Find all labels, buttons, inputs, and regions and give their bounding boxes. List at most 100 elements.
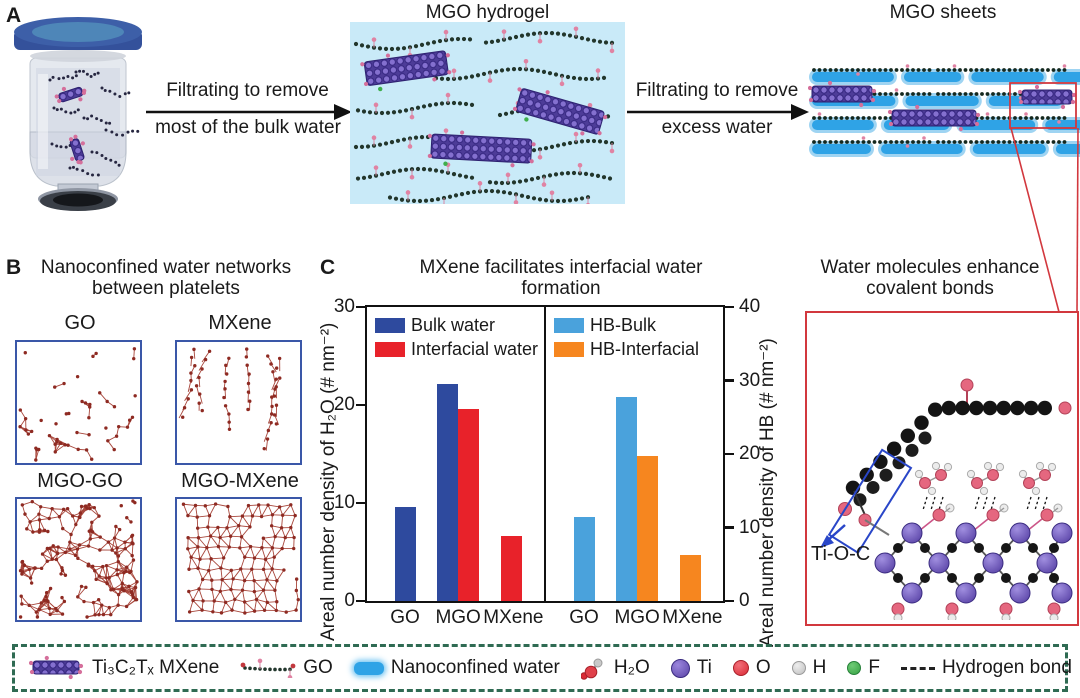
bar <box>458 408 480 601</box>
arrow1-text-line2: most of the bulk water <box>155 117 341 138</box>
x-category-label: GO <box>390 607 420 628</box>
mgo-sheets-illustration <box>808 64 1080 157</box>
arrow1-text-line1: Filtrating to remove <box>166 80 329 101</box>
sheets-title: MGO sheets <box>889 2 997 23</box>
bar <box>679 554 701 601</box>
bar <box>500 536 522 601</box>
axis-tick <box>356 305 365 309</box>
x-category-label: MXene <box>662 607 723 628</box>
axis-tick-label: 0 <box>344 590 355 611</box>
net-label-mgo-go: MGO-GO <box>37 470 123 492</box>
axis-tick <box>725 305 734 309</box>
zoom-callout-lines <box>1010 127 1079 313</box>
panel-a-label: A <box>6 4 22 27</box>
hb-bulk-label: HB-Bulk <box>590 315 657 335</box>
h-label: H <box>812 657 827 678</box>
axis-tick-label: 20 <box>739 443 761 464</box>
axis-tick <box>356 501 365 505</box>
axis-tick <box>356 403 365 407</box>
net-label-go: GO <box>64 312 96 334</box>
bar <box>637 456 659 601</box>
legend-item-mxene: Ti₃C₂Tₓ MXene <box>29 655 219 681</box>
axis-tick-label: 30 <box>333 296 355 317</box>
hb-bulk-swatch <box>554 318 584 333</box>
interfacial-water-swatch <box>375 342 405 357</box>
bar <box>616 396 638 601</box>
legend-row-hb-bulk: HB-Bulk <box>554 315 699 336</box>
nanoconfined-water-label: Nanoconfined water <box>390 657 560 678</box>
go-chain-icon <box>240 658 296 678</box>
axis-tick-label: 10 <box>739 516 761 538</box>
panel-d-title: Water molecules enhance covalent bonds <box>790 257 1070 299</box>
hydrogen-bond-label: Hydrogen bond <box>941 657 1072 678</box>
net-box-mgo-mxene <box>175 497 302 622</box>
o-label: O <box>755 657 771 678</box>
chart-title-line1: MXene facilitates interfacial water <box>419 257 703 278</box>
bar <box>437 384 459 601</box>
x-category-label: MGO <box>614 607 660 628</box>
ti-label: Ti <box>696 657 712 678</box>
axis-tick-label: 30 <box>739 369 761 391</box>
chart-legend-left: Bulk water Interfacial water <box>375 315 538 363</box>
covalent-bond-callout-box: Ti-O-C <box>805 311 1079 626</box>
sample-vial-illustration <box>14 17 142 211</box>
mxene-platelet-icon <box>29 655 84 680</box>
axis-tick-label: 40 <box>739 296 761 317</box>
panel-d-title-line1: Water molecules enhance <box>820 257 1040 278</box>
axis-tick <box>725 599 734 603</box>
ti-o-c-molecular-model <box>820 378 1073 623</box>
panel-c-label: C <box>320 256 336 279</box>
hydrogel-title: MGO hydrogel <box>425 2 550 23</box>
legend-item-go: GO <box>240 657 333 679</box>
net-label-mgo-mxene: MGO-MXene <box>181 470 299 492</box>
net-box-mgo-go <box>15 497 142 622</box>
arrow-filtrate-2 <box>627 104 809 120</box>
axis-tick <box>356 599 365 603</box>
arrow2-text-line2: excess water <box>661 117 773 138</box>
chart-title: MXene facilitates interfacial water form… <box>396 257 726 299</box>
h2o-molecule-icon <box>580 658 603 680</box>
axis-tick <box>725 379 734 382</box>
mgo-hydrogel-illustration <box>350 22 625 204</box>
legend-item-h: H <box>791 657 827 679</box>
legend-item-h2o: H₂O <box>580 656 650 680</box>
panel-b-title-line2: between platelets <box>92 278 240 299</box>
h-atom-icon <box>791 661 806 675</box>
ti-atom-icon <box>670 658 690 678</box>
ti-o-c-label: Ti-O-C <box>811 543 871 565</box>
legend-row-hb-interfacial: HB-Interfacial <box>554 339 699 360</box>
panel-d-title-line2: covalent bonds <box>866 278 994 299</box>
bar <box>394 506 416 601</box>
plot-divider <box>544 307 546 601</box>
chart-title-line2: formation <box>521 278 601 299</box>
legend-item-ti: Ti <box>670 657 712 679</box>
f-atom-icon <box>847 661 862 675</box>
axis-tick <box>725 452 734 456</box>
bar <box>573 517 595 601</box>
bulk-water-swatch <box>375 318 405 333</box>
x-category-label: MXene <box>483 607 544 628</box>
legend-item-o: O <box>732 657 771 679</box>
panel-b-title: Nanoconfined water networks between plat… <box>22 257 310 299</box>
axis-tick <box>725 526 734 529</box>
hb-interfacial-swatch <box>554 342 584 357</box>
legend-item-f: F <box>847 657 880 679</box>
x-category-label: MGO <box>435 607 481 628</box>
axis-tick-label: 0 <box>739 590 750 611</box>
axis-tick-label: 20 <box>333 394 355 415</box>
h2o-label: H₂O <box>613 657 650 678</box>
go-label: GO <box>303 657 333 678</box>
arrow2-text-line1: Filtrating to remove <box>635 80 799 101</box>
legend-row-interfacial-water: Interfacial water <box>375 339 538 360</box>
arrow-filtrate-1 <box>146 104 352 120</box>
mxene-label: Ti₃C₂Tₓ MXene <box>92 657 220 678</box>
o-atom-icon <box>732 660 749 676</box>
hydrogen-bond-icon <box>900 666 935 670</box>
interfacial-water-label: Interfacial water <box>411 339 539 359</box>
nanoconfined-water-icon <box>353 661 384 675</box>
legend-item-hydrogen-bond: Hydrogen bond <box>900 657 1072 679</box>
axis-tick-label: 10 <box>333 492 355 513</box>
panel-b-title-line1: Nanoconfined water networks <box>40 257 292 278</box>
legend-item-nanoconfined-water: Nanoconfined water <box>353 657 560 679</box>
